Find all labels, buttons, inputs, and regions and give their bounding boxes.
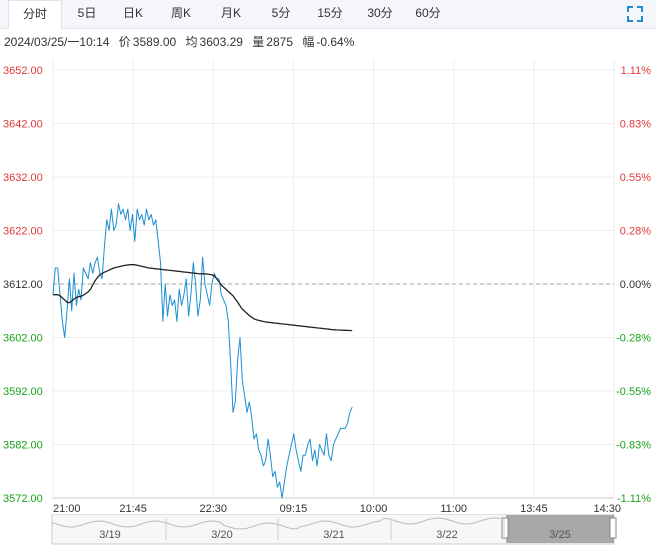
tab-5min[interactable]: 5分 — [271, 6, 291, 20]
avg-series-line — [53, 264, 353, 332]
x-tick-label: 21:00 — [53, 503, 81, 514]
x-tick-label: 22:30 — [200, 503, 228, 514]
y-tick-label-left: 3642.00 — [3, 119, 43, 131]
y-tick-label-right: -1.11% — [617, 493, 651, 505]
x-tick-label: 13:45 — [520, 503, 548, 514]
y-tick-label-left: 3632.00 — [3, 172, 43, 184]
avg-value: 3603.29 — [199, 35, 243, 49]
y-tick-label-left: 3622.00 — [3, 226, 43, 238]
x-tick-label: 14:30 — [593, 503, 621, 514]
navigator-history-line — [51, 517, 501, 530]
price-value: 3589.00 — [132, 35, 177, 49]
tab-30min[interactable]: 30分 — [367, 6, 393, 20]
navigator-date-label: 3/19 — [99, 529, 120, 541]
x-tick-label: 09:15 — [280, 503, 308, 514]
time-navigator[interactable]: 3/19 3/20 3/21 3/22 3/25 — [0, 514, 656, 546]
y-tick-label-right: -0.83% — [616, 440, 651, 452]
navigator-left-handle — [501, 517, 509, 539]
x-tick-label: 21:45 — [119, 503, 147, 514]
y-tick-label-left: 3582.00 — [3, 440, 43, 452]
y-tick-label-left: 3572.00 — [3, 493, 43, 505]
y-tick-label-right: 0.83% — [620, 119, 651, 131]
tab-60min[interactable]: 60分 — [415, 6, 441, 20]
navigator-date-label: 3/21 — [323, 529, 344, 541]
tab-intraday[interactable]: 分时 — [8, 0, 62, 29]
change-label: 幅 — [302, 35, 315, 49]
y-tick-label-right: -0.28% — [616, 333, 651, 345]
y-tick-label-right: 0.55% — [620, 172, 651, 184]
navigator-date-label: 3/25 — [549, 529, 570, 541]
volume-value: 2875 — [266, 35, 293, 49]
tab-weekly-k[interactable]: 周K — [170, 6, 191, 20]
y-tick-label-right: 1.11% — [621, 65, 652, 77]
x-tick-label: 10:00 — [360, 503, 388, 514]
tab-15min[interactable]: 15分 — [317, 6, 343, 20]
y-tick-label-left: 3652.00 — [3, 65, 43, 77]
x-tick-label: 11:00 — [440, 503, 467, 514]
y-tick-label-right: 0.28% — [620, 226, 651, 238]
tab-monthly-k[interactable]: 月K — [220, 6, 241, 20]
y-tick-label-left: 3612.00 — [3, 279, 43, 291]
volume-label: 量 — [252, 35, 265, 49]
price-label: 价 — [118, 35, 131, 49]
change-value: -0.64% — [316, 35, 355, 49]
navigator-selected-range — [506, 515, 614, 543]
quote-datetime: 2024/03/25/一10:14 — [4, 35, 110, 49]
tab-5day[interactable]: 5日 — [77, 6, 97, 20]
quote-info-bar: 2024/03/25/一10:14 价 3589.00 均 3603.29 量 287… — [4, 34, 360, 50]
navigator-right-handle — [609, 517, 617, 539]
tab-daily-k[interactable]: 日K — [122, 6, 143, 20]
navigator-date-label: 3/20 — [211, 529, 232, 541]
y-tick-label-right: -0.55% — [616, 386, 651, 398]
y-tick-label-left: 3592.00 — [3, 386, 43, 398]
y-tick-label-right: 0.00% — [620, 279, 651, 291]
navigator-date-label: 3/22 — [436, 529, 457, 541]
period-tabbar: 分时 5日 日K 周K 月K 5分 15分 30分 60分 — [0, 0, 656, 29]
price-series-line — [52, 203, 353, 499]
intraday-chart: 3652.00 1.11% 3642.00 0.83% 3632.00 0.55% 3622… — [3, 60, 652, 514]
avg-label: 均 — [185, 35, 198, 49]
fullscreen-icon[interactable] — [626, 5, 644, 23]
y-tick-label-left: 3602.00 — [3, 333, 43, 345]
